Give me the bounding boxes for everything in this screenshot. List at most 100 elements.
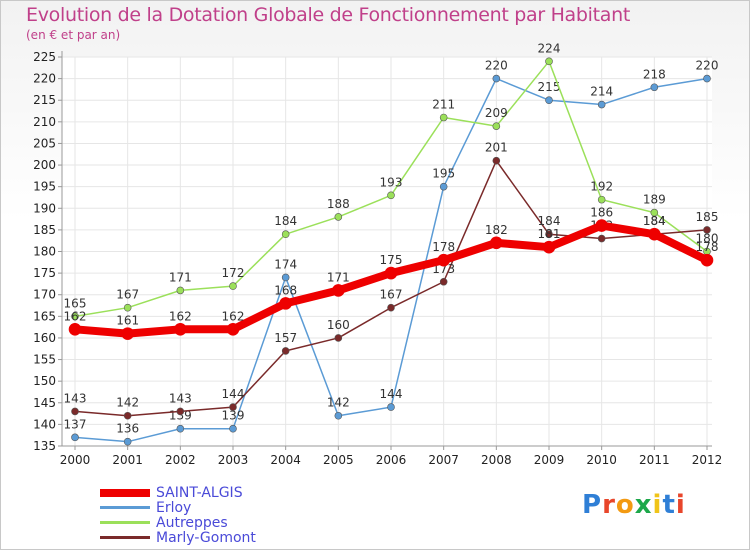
- data-label-autreppes: 209: [485, 106, 508, 120]
- data-label-autreppes: 211: [432, 98, 455, 112]
- y-tick-label: 205: [33, 136, 56, 150]
- legend-item-saint-algis: SAINT-ALGIS: [100, 484, 256, 501]
- legend-swatch: [100, 536, 150, 539]
- data-point-erloy: [281, 273, 290, 282]
- data-point-autreppes: [650, 208, 659, 217]
- data-label-saint-algis: 178: [696, 240, 719, 254]
- data-point-erloy: [176, 424, 185, 433]
- data-label-marly-gomont: 157: [274, 331, 297, 345]
- data-point-marly-gomont: [492, 156, 501, 165]
- x-tick-label: 2012: [692, 453, 723, 467]
- logo-letter: i: [652, 490, 663, 520]
- data-point-erloy: [703, 74, 711, 83]
- data-point-autreppes: [123, 303, 132, 312]
- data-point-saint-algis: [490, 236, 503, 250]
- y-tick-label: 220: [33, 72, 56, 86]
- y-tick-label: 170: [33, 288, 56, 302]
- x-tick-label: 2003: [218, 453, 249, 467]
- y-tick-label: 155: [33, 353, 56, 367]
- legend-label: SAINT-ALGIS: [156, 484, 243, 501]
- data-label-autreppes: 184: [274, 214, 297, 228]
- data-point-saint-algis: [384, 266, 398, 280]
- y-tick-label: 145: [33, 396, 56, 410]
- data-point-autreppes: [545, 57, 553, 66]
- x-tick-label: 2011: [639, 453, 670, 467]
- y-tick-label: 175: [33, 266, 56, 280]
- data-label-marly-gomont: 167: [380, 288, 403, 302]
- logo-letter: i: [675, 490, 686, 520]
- x-tick-label: 2002: [165, 453, 196, 467]
- y-tick-label: 180: [33, 245, 56, 259]
- data-label-autreppes: 171: [169, 270, 192, 284]
- y-tick-label: 140: [33, 417, 56, 431]
- data-label-erloy: 215: [538, 80, 561, 94]
- data-label-marly-gomont: 184: [643, 214, 666, 228]
- data-label-autreppes: 165: [64, 296, 87, 310]
- y-tick-label: 150: [33, 374, 56, 388]
- data-point-erloy: [387, 403, 395, 411]
- data-point-erloy: [334, 411, 343, 420]
- y-tick-label: 160: [33, 331, 56, 345]
- data-label-saint-algis: 162: [64, 309, 87, 323]
- data-point-erloy: [71, 433, 79, 442]
- data-label-erloy: 137: [64, 417, 87, 431]
- data-label-autreppes: 192: [590, 180, 613, 194]
- logo-letter: r: [602, 490, 616, 520]
- data-point-autreppes: [439, 113, 448, 122]
- data-point-autreppes: [334, 213, 343, 221]
- y-tick-label: 165: [33, 309, 56, 323]
- data-point-saint-algis: [121, 327, 134, 340]
- data-label-saint-algis: 182: [485, 223, 508, 237]
- data-point-erloy: [229, 424, 237, 433]
- data-point-marly-gomont: [387, 303, 395, 312]
- data-label-marly-gomont: 201: [485, 141, 508, 155]
- data-point-autreppes: [492, 122, 501, 130]
- data-point-autreppes: [176, 286, 185, 295]
- y-tick-label: 195: [33, 180, 56, 194]
- data-point-marly-gomont: [334, 334, 343, 342]
- x-tick-label: 2005: [323, 453, 354, 467]
- data-point-marly-gomont: [439, 277, 448, 286]
- legend-label: Autreppes: [156, 514, 228, 531]
- data-point-saint-algis: [332, 284, 345, 297]
- data-point-autreppes: [229, 282, 237, 290]
- logo-letter: t: [662, 490, 676, 520]
- data-label-erloy: 195: [432, 167, 455, 181]
- data-point-erloy: [650, 83, 659, 92]
- x-tick-label: 2006: [376, 453, 407, 467]
- data-point-saint-algis: [595, 219, 608, 232]
- data-point-erloy: [439, 182, 448, 191]
- data-point-saint-algis: [700, 253, 714, 267]
- data-point-saint-algis: [68, 322, 82, 336]
- x-tick-label: 2000: [60, 453, 91, 467]
- data-label-saint-algis: 181: [538, 227, 561, 241]
- legend-label: Marly-Gomont: [156, 529, 256, 546]
- x-tick-label: 2010: [586, 453, 617, 467]
- data-label-saint-algis: 186: [590, 206, 613, 220]
- data-point-marly-gomont: [281, 347, 290, 355]
- data-point-marly-gomont: [597, 234, 606, 243]
- logo-letter: o: [615, 490, 635, 520]
- y-tick-label: 185: [33, 223, 56, 237]
- data-point-autreppes: [71, 312, 79, 321]
- legend-item-marly-gomont: Marly-Gomont: [100, 529, 256, 546]
- data-point-erloy: [123, 437, 132, 446]
- legend-swatch: [100, 521, 150, 524]
- x-tick-label: 2001: [112, 453, 143, 467]
- data-label-saint-algis: 178: [432, 240, 455, 254]
- data-label-saint-algis: 175: [380, 253, 403, 267]
- data-point-saint-algis: [174, 322, 187, 336]
- data-label-erloy: 136: [116, 422, 139, 436]
- data-point-erloy: [597, 100, 606, 109]
- data-label-erloy: 218: [643, 67, 666, 81]
- data-label-autreppes: 224: [538, 41, 561, 55]
- logo-letter: x: [634, 490, 653, 520]
- data-label-erloy: 144: [380, 387, 403, 401]
- data-point-saint-algis: [542, 240, 556, 254]
- y-tick-label: 215: [33, 93, 56, 107]
- data-point-marly-gomont: [229, 403, 237, 411]
- chart-title: Evolution de la Dotation Globale de Fonc…: [26, 4, 631, 26]
- proxiti-logo: Proxiti: [582, 490, 686, 520]
- legend-item-erloy: Erloy: [100, 500, 256, 516]
